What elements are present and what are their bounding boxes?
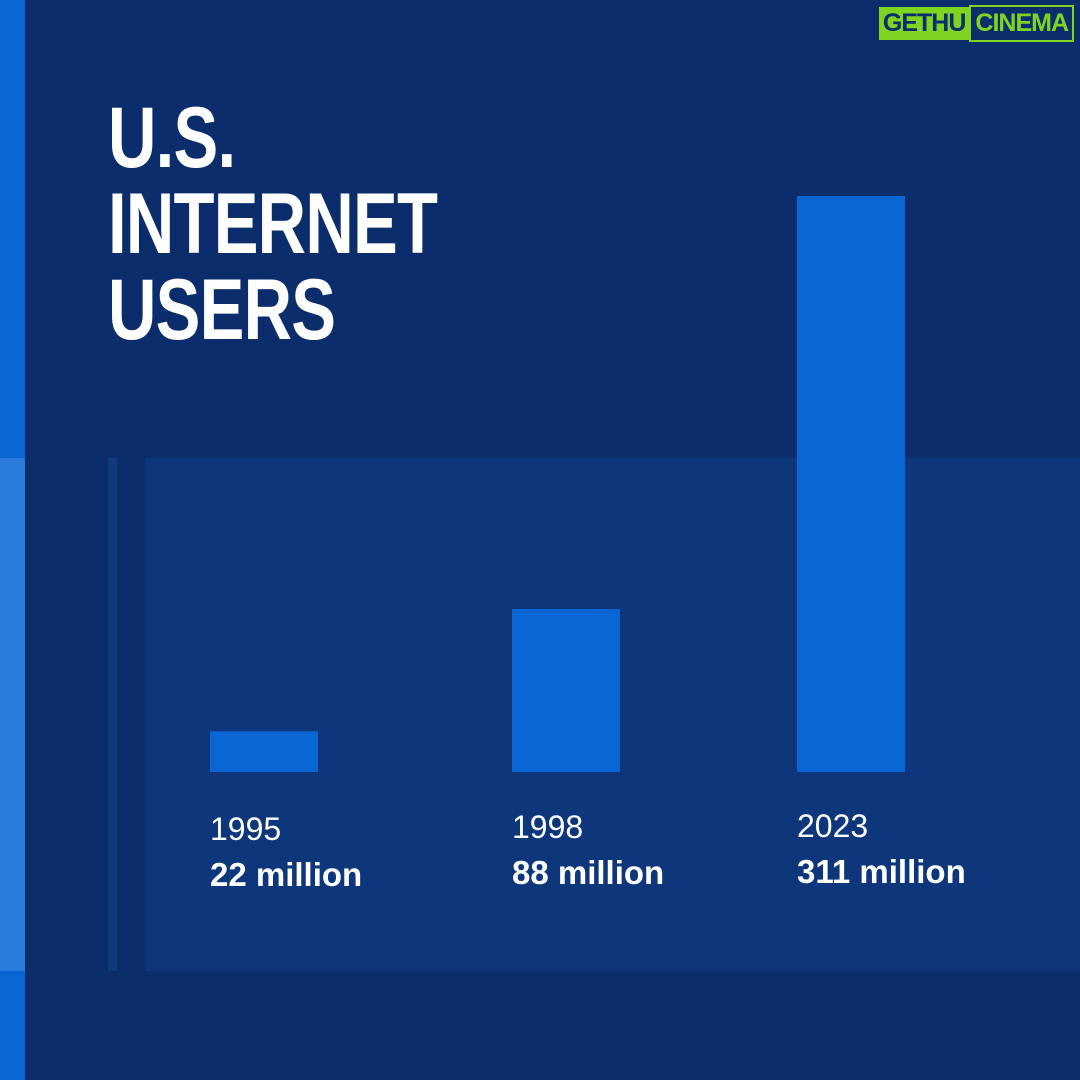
value-label-1995: 22 million: [210, 856, 362, 893]
chart-title: U.S. INTERNET USERS: [108, 90, 438, 358]
category-label-2023: 2023: [797, 808, 868, 844]
panel-edge: [108, 458, 117, 971]
value-label-1998: 88 million: [512, 854, 664, 891]
bar-1998: [512, 609, 620, 772]
logo-text-part2: CINEMA: [969, 4, 1074, 42]
title-line-1: U.S.: [108, 90, 236, 186]
value-label-2023: 311 million: [797, 853, 966, 890]
left-accent-strip-light: [0, 458, 25, 971]
category-label-1995: 1995: [210, 811, 281, 847]
title-line-3: USERS: [108, 262, 336, 358]
watermark-logo: GETHU CINEMA: [878, 4, 1074, 42]
bar-2023: [797, 196, 905, 772]
category-label-1998: 1998: [512, 809, 583, 845]
logo-text-part1: GETHU: [878, 6, 970, 40]
title-line-2: INTERNET: [108, 176, 438, 272]
bar-1995: [210, 731, 318, 772]
